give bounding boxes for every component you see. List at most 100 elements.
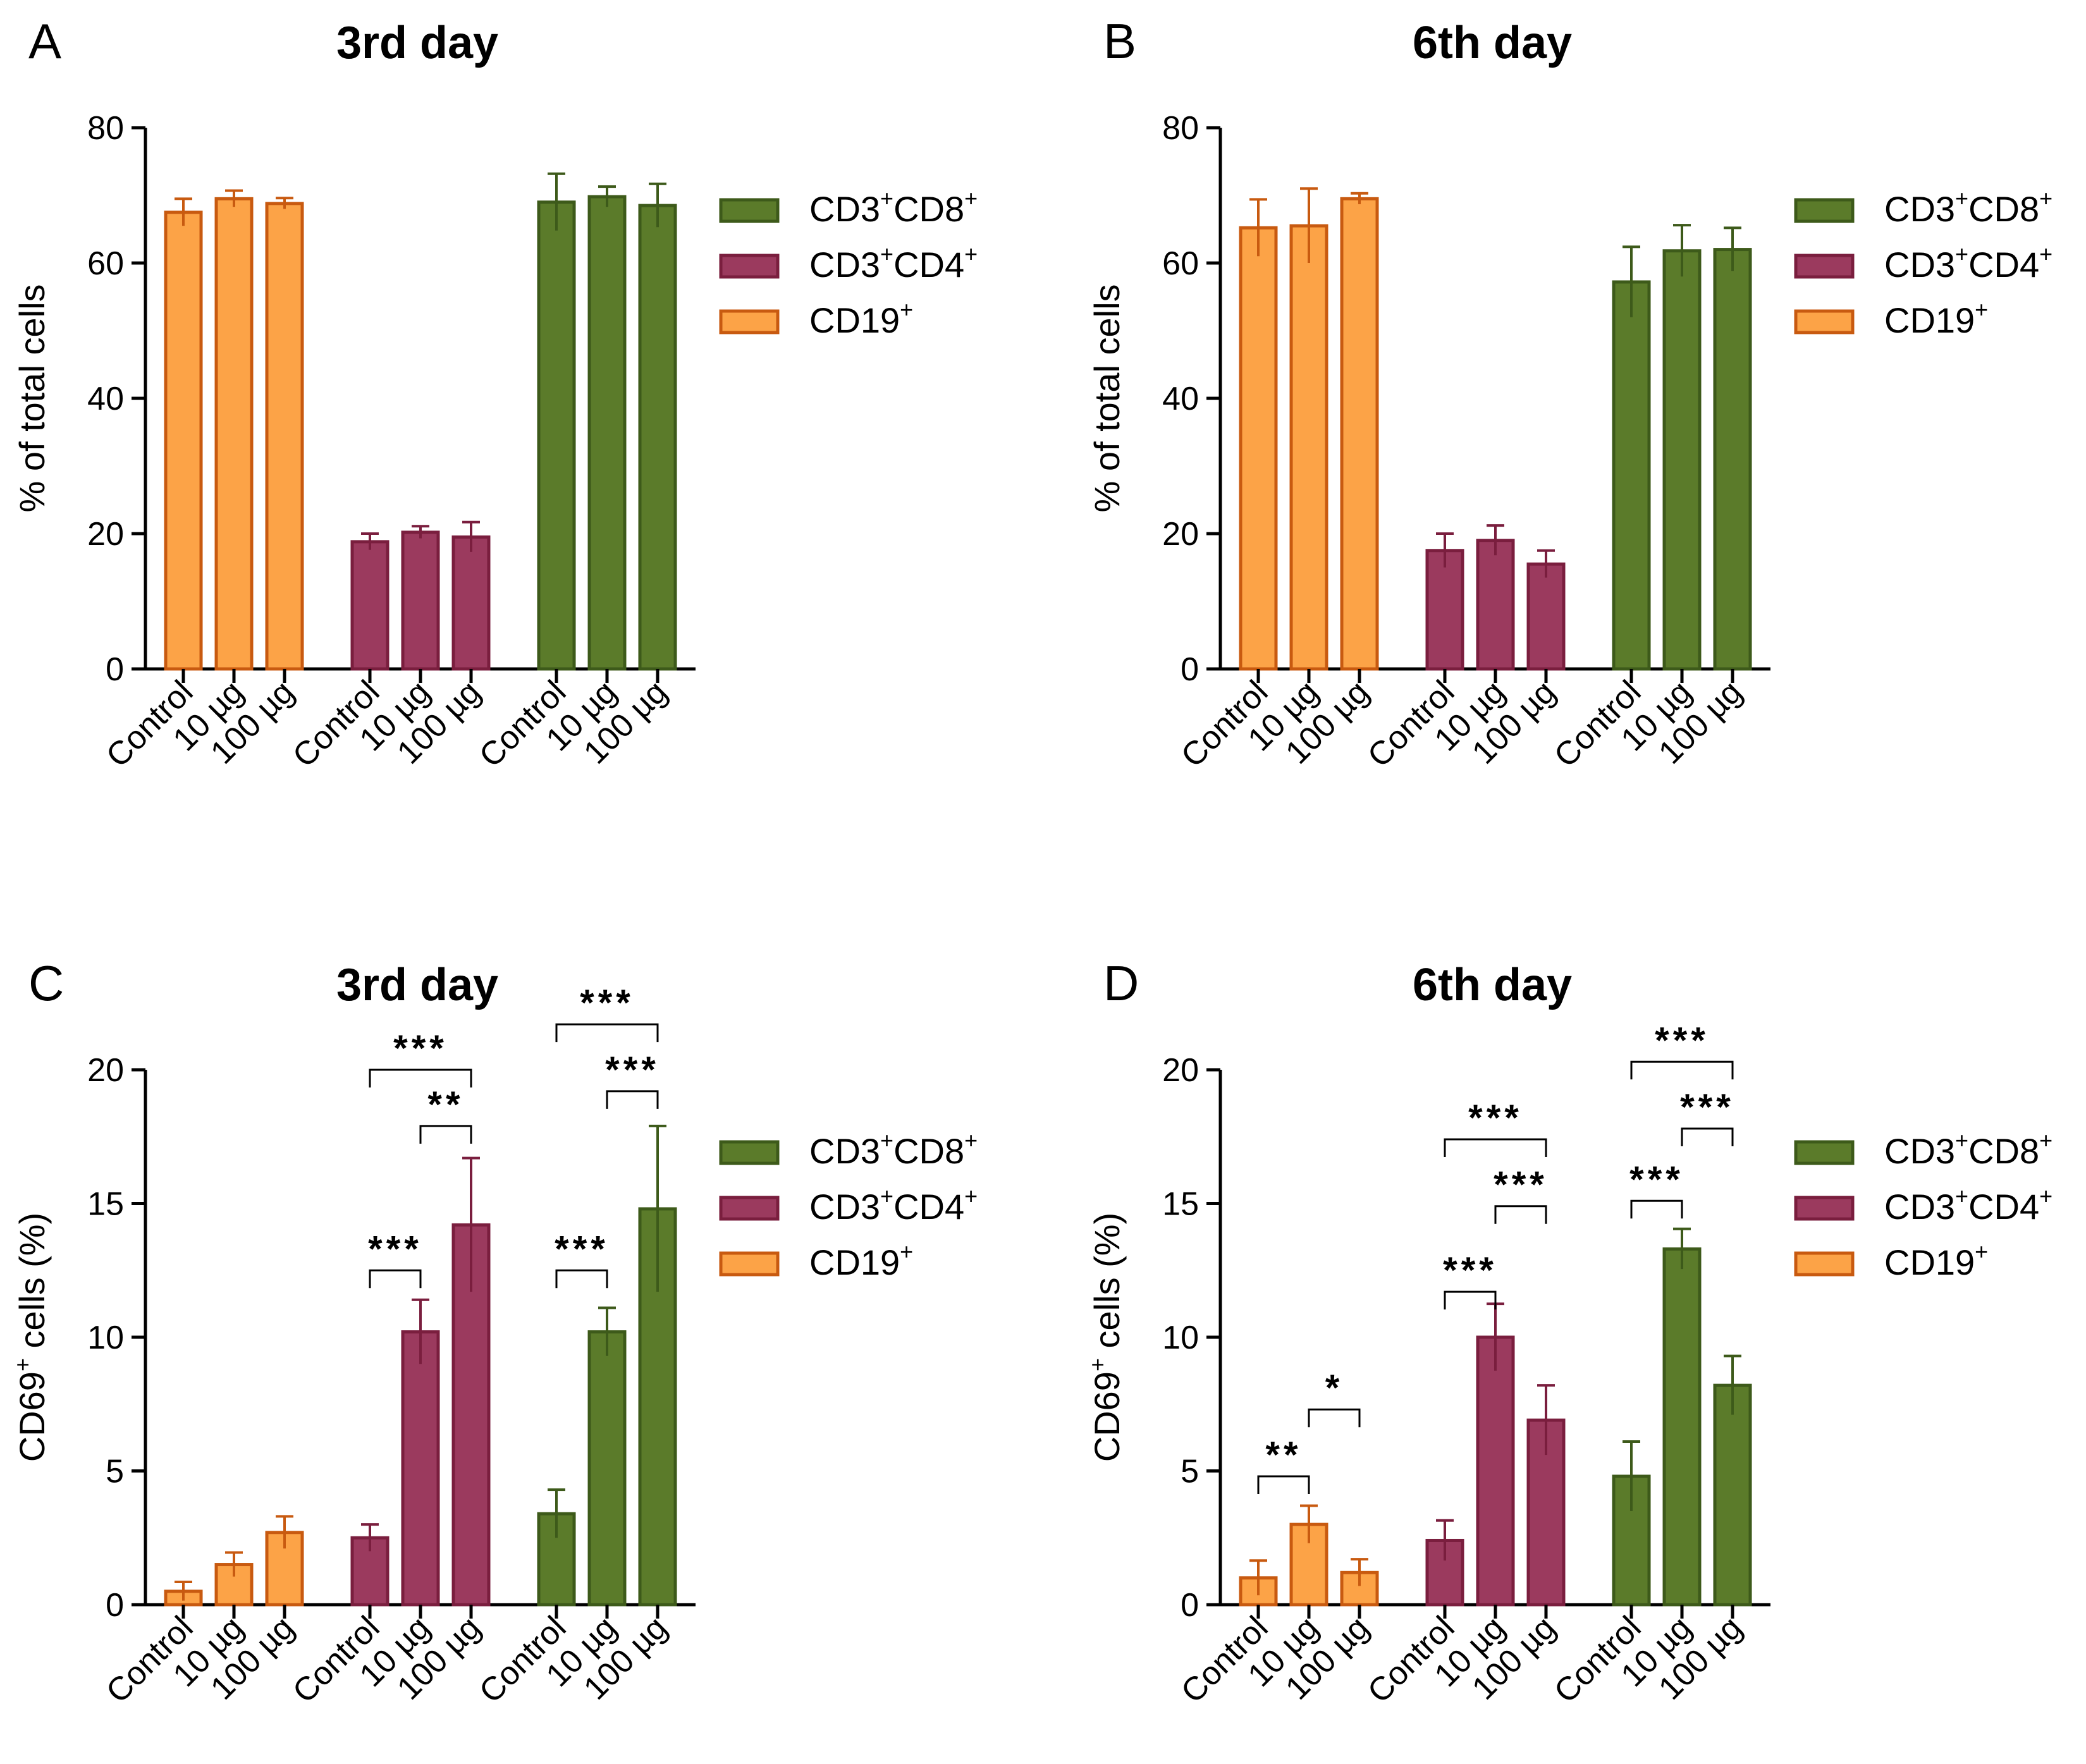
legend-swatch: [719, 1140, 780, 1165]
y-tick-label: 5: [1181, 1454, 1199, 1490]
legend-label: CD3+CD4+: [809, 241, 978, 285]
bar: [587, 1330, 627, 1607]
bar: [587, 195, 627, 671]
bar: [1713, 1383, 1752, 1607]
legend-swatch: [1794, 309, 1855, 334]
y-tick-label: 40: [87, 381, 124, 417]
bar: [1289, 224, 1328, 671]
y-tick-label: 0: [106, 651, 124, 688]
bar: [1340, 197, 1379, 671]
panel-title: 3rd day: [336, 18, 498, 68]
legend-label: CD3+CD4+: [1884, 241, 2052, 285]
legend-swatch: [719, 309, 780, 334]
y-tick-label: 0: [1181, 651, 1199, 688]
significance-label: ***: [1494, 1165, 1548, 1206]
significance-label: ***: [1629, 1159, 1684, 1200]
significance-bracket: [369, 1269, 422, 1289]
significance-label: **: [1265, 1435, 1301, 1476]
significance-bracket: [1681, 1127, 1734, 1147]
significance-label: ***: [605, 1050, 660, 1091]
y-tick-label: 0: [106, 1587, 124, 1624]
legend-swatch: [1794, 1196, 1855, 1221]
legend-swatch: [719, 254, 780, 279]
legend-swatch: [719, 1196, 780, 1221]
legend-label: CD3+CD4+: [809, 1183, 978, 1227]
legend-swatch: [1794, 254, 1855, 279]
y-tick-label: 80: [1162, 110, 1199, 147]
legend-swatch: [719, 198, 780, 223]
bar: [1662, 1247, 1702, 1607]
significance-bracket: [1444, 1138, 1547, 1157]
bar: [214, 197, 254, 671]
panel-letter: B: [1103, 13, 1136, 69]
significance-bracket: [1308, 1408, 1361, 1428]
bar: [1662, 249, 1702, 671]
panel-letter: A: [28, 13, 61, 69]
significance-label: ***: [555, 1228, 609, 1270]
bar: [401, 530, 440, 671]
bar: [401, 1330, 440, 1607]
significance-label: ***: [368, 1228, 422, 1270]
y-tick-label: 40: [1162, 381, 1199, 417]
y-tick-label: 20: [87, 1052, 124, 1089]
y-tick-label: 5: [106, 1454, 124, 1490]
panel-letter: C: [28, 955, 64, 1011]
legend-swatch: [1794, 1140, 1855, 1165]
y-tick-label: 20: [87, 516, 124, 553]
y-tick-label: 10: [1162, 1320, 1199, 1356]
significance-bracket: [1494, 1205, 1547, 1224]
bar: [537, 200, 576, 671]
y-tick-label: 20: [1162, 516, 1199, 553]
y-tick-label: 80: [87, 110, 124, 147]
y-tick-label: 15: [87, 1186, 124, 1223]
significance-bracket: [1630, 1060, 1734, 1080]
panel-title: 6th day: [1413, 18, 1572, 68]
bar: [1713, 248, 1752, 671]
y-tick-label: 10: [87, 1320, 124, 1356]
y-tick-label: 60: [1162, 245, 1199, 282]
significance-label: *: [1325, 1368, 1344, 1409]
legend-swatch: [1794, 1251, 1855, 1277]
bar: [164, 211, 203, 671]
legend-label: CD3+CD8+: [1884, 1127, 2052, 1171]
significance-label: ***: [1468, 1098, 1523, 1139]
bar: [265, 202, 304, 671]
y-tick-label: 0: [1181, 1587, 1199, 1624]
significance-label: ***: [1443, 1250, 1497, 1291]
panel-title: 3rd day: [336, 960, 498, 1010]
legend-label: CD3+CD8+: [1884, 185, 2052, 229]
legend-label: CD19+: [1884, 1239, 1988, 1282]
legend-swatch: [1794, 198, 1855, 223]
y-tick-label: 15: [1162, 1186, 1199, 1223]
legend-label: CD3+CD8+: [809, 1127, 978, 1171]
y-axis-label: % of total cells: [12, 284, 52, 512]
significance-bracket: [555, 1023, 659, 1043]
y-tick-label: 20: [1162, 1052, 1199, 1089]
y-axis-label: CD69+ cells (%): [9, 1213, 52, 1462]
legend-label: CD3+CD8+: [809, 185, 978, 229]
significance-bracket: [606, 1090, 659, 1109]
significance-bracket: [1444, 1290, 1497, 1310]
legend-label: CD3+CD4+: [1884, 1183, 2052, 1227]
legend-label: CD19+: [809, 297, 913, 340]
y-tick-label: 60: [87, 245, 124, 282]
legend-label: CD19+: [1884, 297, 1988, 340]
bar: [350, 540, 390, 671]
legend-swatch: [719, 1251, 780, 1277]
bar: [1476, 1335, 1515, 1607]
significance-bracket: [555, 1269, 608, 1289]
bar: [1526, 562, 1566, 671]
y-axis-label: % of total cells: [1087, 284, 1127, 512]
significance-bracket: [1257, 1475, 1310, 1494]
significance-label: **: [427, 1084, 463, 1125]
significance-label: ***: [1655, 1020, 1709, 1061]
bar: [451, 535, 491, 671]
panel-title: 6th day: [1413, 960, 1572, 1010]
significance-bracket: [369, 1069, 472, 1087]
significance-bracket: [419, 1125, 472, 1144]
